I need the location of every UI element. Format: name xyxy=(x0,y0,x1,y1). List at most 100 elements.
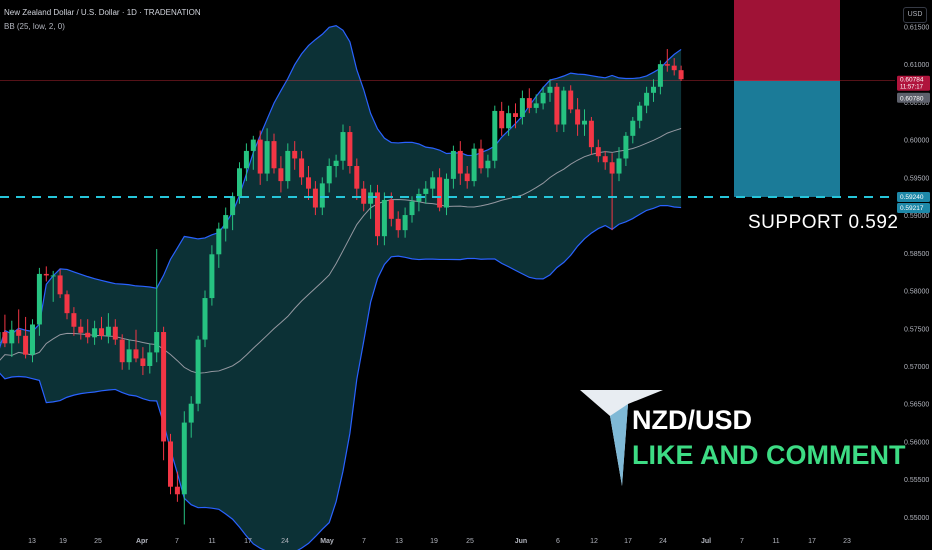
candle[interactable] xyxy=(602,150,608,170)
candle[interactable] xyxy=(326,158,332,193)
candle[interactable] xyxy=(223,207,229,242)
candle[interactable] xyxy=(133,329,139,363)
candle[interactable] xyxy=(195,335,201,412)
candle[interactable] xyxy=(519,90,525,125)
plot-area[interactable] xyxy=(0,0,895,550)
candle[interactable] xyxy=(306,166,311,200)
candle[interactable] xyxy=(540,86,546,110)
candle[interactable] xyxy=(354,158,360,200)
candle[interactable] xyxy=(437,168,443,212)
candle[interactable] xyxy=(168,433,173,495)
candle[interactable] xyxy=(395,211,401,238)
stop-loss-zone[interactable] xyxy=(734,0,840,81)
candle[interactable] xyxy=(292,141,298,170)
candle[interactable] xyxy=(485,154,491,178)
candle[interactable] xyxy=(409,196,415,223)
candle[interactable] xyxy=(257,130,263,185)
candle[interactable] xyxy=(547,79,553,102)
candle[interactable] xyxy=(16,309,22,344)
indicator-legend[interactable]: BB (25, low, 2, 0) xyxy=(4,22,65,31)
candle[interactable] xyxy=(678,65,684,81)
candle[interactable] xyxy=(105,313,111,344)
candle[interactable] xyxy=(533,94,539,114)
candle[interactable] xyxy=(664,49,670,72)
candle[interactable] xyxy=(237,162,242,204)
candle[interactable] xyxy=(671,58,677,76)
candle[interactable] xyxy=(340,124,346,170)
candle[interactable] xyxy=(264,128,270,182)
candle[interactable] xyxy=(9,320,15,357)
candle[interactable] xyxy=(657,60,663,95)
candle[interactable] xyxy=(582,109,587,136)
candle[interactable] xyxy=(595,139,601,163)
candle[interactable] xyxy=(278,156,284,193)
candle[interactable] xyxy=(630,116,636,144)
candle[interactable] xyxy=(126,339,132,370)
candle[interactable] xyxy=(250,135,256,170)
candle[interactable] xyxy=(457,141,463,185)
candle[interactable] xyxy=(333,154,339,178)
candle[interactable] xyxy=(147,343,153,374)
candle[interactable] xyxy=(174,471,180,502)
candle[interactable] xyxy=(161,326,167,461)
candle[interactable] xyxy=(285,143,291,189)
candle[interactable] xyxy=(2,314,8,348)
candle[interactable] xyxy=(368,184,374,219)
candle[interactable] xyxy=(554,83,560,133)
candle[interactable] xyxy=(471,143,477,187)
candle[interactable] xyxy=(299,150,305,185)
candle[interactable] xyxy=(50,270,56,302)
candle[interactable] xyxy=(0,324,1,362)
candle[interactable] xyxy=(388,192,394,227)
candle[interactable] xyxy=(375,184,380,246)
candle[interactable] xyxy=(216,222,222,268)
candle[interactable] xyxy=(499,101,505,136)
candle[interactable] xyxy=(568,85,574,114)
candle[interactable] xyxy=(588,116,594,155)
candle[interactable] xyxy=(478,139,484,174)
candle[interactable] xyxy=(230,192,236,231)
time-axis[interactable]: 13 19 25 Apr 7 11 17 24 May 7 13 19 25 Jun 6 12 17 24 Jul 7… xyxy=(28,538,851,545)
price-axis[interactable]: 0.55000 0.55500 0.56000 0.56500 0.57000 0.575… xyxy=(895,0,932,550)
candle[interactable] xyxy=(513,103,518,129)
candle[interactable] xyxy=(644,86,650,114)
candle[interactable] xyxy=(43,266,49,282)
candle[interactable] xyxy=(651,79,656,102)
candle[interactable] xyxy=(616,147,622,182)
candle[interactable] xyxy=(112,319,118,345)
candle[interactable] xyxy=(492,105,498,169)
candle[interactable] xyxy=(57,269,63,299)
candle[interactable] xyxy=(423,181,429,204)
candle[interactable] xyxy=(243,143,249,182)
candle[interactable] xyxy=(140,347,146,376)
candle[interactable] xyxy=(30,319,35,363)
candle[interactable] xyxy=(78,319,84,340)
take-profit-zone[interactable] xyxy=(734,80,840,197)
candle[interactable] xyxy=(85,319,91,344)
candle[interactable] xyxy=(575,98,581,136)
candle[interactable] xyxy=(154,249,160,363)
candle[interactable] xyxy=(23,316,29,359)
candle[interactable] xyxy=(347,126,353,174)
candle[interactable] xyxy=(526,88,532,114)
candle[interactable] xyxy=(450,145,456,189)
candle[interactable] xyxy=(444,173,449,216)
candle[interactable] xyxy=(188,396,194,438)
candle[interactable] xyxy=(202,290,208,348)
candle[interactable] xyxy=(312,181,318,216)
candle[interactable] xyxy=(506,105,512,136)
candle[interactable] xyxy=(271,133,277,174)
candle[interactable] xyxy=(623,132,629,167)
candle[interactable] xyxy=(36,267,42,336)
candle[interactable] xyxy=(561,86,567,133)
candle[interactable] xyxy=(119,334,125,370)
candle[interactable] xyxy=(209,245,215,306)
currency-selector[interactable]: USD xyxy=(903,7,927,23)
candle[interactable] xyxy=(637,101,643,129)
candle[interactable] xyxy=(361,181,367,212)
candle[interactable] xyxy=(64,290,70,320)
candle[interactable] xyxy=(92,320,98,345)
candle[interactable] xyxy=(71,307,77,336)
candle[interactable] xyxy=(381,192,387,246)
